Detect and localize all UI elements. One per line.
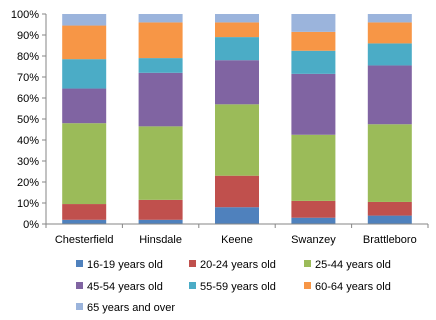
x-category-label: Swanzey [291,234,336,246]
legend-swatch [304,282,311,289]
y-tick-label: 90% [17,30,39,42]
legend: 16-19 years old 20-24 years old 25-44 year… [76,259,391,314]
legend-label: 16-19 years old [87,259,163,271]
y-tick-label: 80% [17,51,39,63]
legend-swatch [76,260,83,267]
bar-segment [367,14,412,23]
x-category-label: Hinsdale [139,234,182,246]
y-tick-label: 60% [17,93,39,105]
bar-segment [138,72,183,127]
bar-segment [138,22,183,59]
bar-segment [62,123,107,205]
legend-label: 55-59 years old [200,281,276,293]
bar-segment [215,60,259,105]
bar-segment [215,104,259,176]
legend-swatch [76,303,83,310]
legend-swatch [189,282,196,289]
bar-segment [291,14,336,32]
bar-segment [138,219,183,224]
bar-segment [367,43,412,66]
bar-segment [215,207,259,224]
x-category-label: Chesterfield [55,234,114,246]
legend-swatch [76,282,83,289]
legend-label: 25-44 years old [315,259,391,271]
x-category-label: Brattleboro [363,234,417,246]
y-tick-label: 0% [23,219,39,231]
bar-segment [62,14,107,26]
x-axis: Chesterfield Hinsdale Keene Swanzey Brattleb… [45,223,429,246]
bar-segment [367,201,412,216]
bar-segment [291,200,336,218]
bar-segment [215,22,259,38]
bar-segment [291,31,336,51]
bar-segment [62,25,107,60]
y-tick-label: 30% [17,156,39,168]
bars [62,14,412,224]
legend-label: 60-64 years old [315,281,391,293]
y-tick-label: 100% [11,9,39,21]
y-tick-label: 50% [17,114,39,126]
y-tick-label: 10% [17,198,39,210]
bar-segment [138,199,183,220]
bar-segment [215,175,259,208]
x-category-label: Keene [221,234,253,246]
y-tick-label: 70% [17,72,39,84]
bar-segment [62,59,107,89]
bar-segment [62,204,107,220]
legend-label: 65 years and over [87,302,175,314]
bar-segment [138,126,183,200]
y-tick-label: 40% [17,135,39,147]
legend-swatch [304,260,311,267]
bar-segment [291,134,336,201]
y-tick-label: 20% [17,177,39,189]
bar-segment [138,58,183,73]
bar-segment [215,14,259,23]
y-axis: 0% 10% 20% 30% 40% 50% 60% 70% 80% 90% 100% [11,9,47,231]
legend-label: 45-54 years old [87,281,163,293]
bar-segment [291,50,336,74]
bar-segment [62,88,107,124]
bar-segment [215,37,259,61]
bar-segment [138,14,183,23]
bar-segment [367,124,412,202]
legend-swatch [189,260,196,267]
bar-segment [62,219,107,224]
legend-label: 20-24 years old [200,259,276,271]
bar-segment [291,217,336,224]
bar-segment [367,215,412,224]
bar-segment [367,65,412,125]
bar-segment [367,22,412,44]
bar-segment [291,73,336,135]
